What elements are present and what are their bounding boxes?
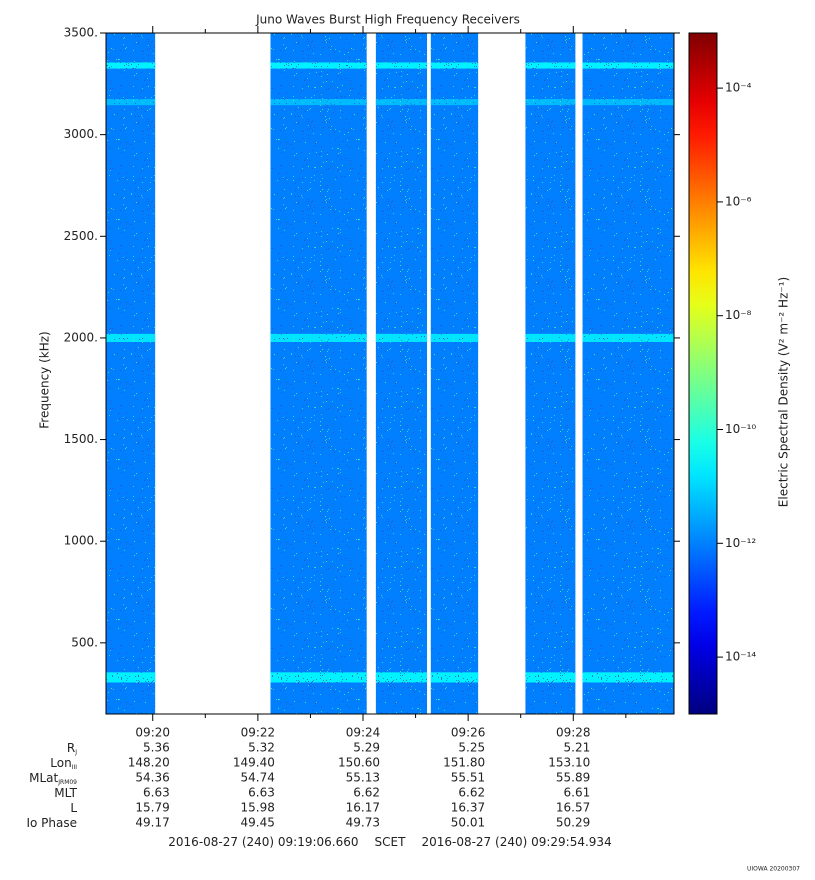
- ephemeris-label: LonIII: [50, 756, 77, 771]
- ephemeris-value: 49.45: [241, 816, 275, 830]
- ephemeris-label: MLT: [54, 786, 77, 800]
- ephemeris-label: L: [70, 801, 77, 815]
- y-tick-label: 3500.: [64, 26, 98, 40]
- x-tick-label: 09:28: [556, 726, 591, 740]
- colorbar: [689, 33, 717, 714]
- ephemeris-value: 50.01: [451, 816, 485, 830]
- ephemeris-value: 5.29: [353, 741, 380, 755]
- ephemeris-value: 5.32: [248, 741, 275, 755]
- y-tick-label: 500.: [71, 635, 98, 649]
- chart-title: Juno Waves Burst High Frequency Receiver…: [255, 13, 520, 27]
- speckle-overlay: [106, 33, 155, 714]
- y-tick-label: 3000.: [64, 127, 98, 141]
- ephemeris-value: 15.79: [135, 801, 169, 815]
- colorbar-tick-label: 10⁻¹⁴: [725, 650, 756, 664]
- colorbar-tick-label: 10⁻⁸: [725, 308, 752, 322]
- ephemeris-value: 54.36: [135, 771, 169, 785]
- ephemeris-label-sub: JRM09: [57, 779, 77, 786]
- ephemeris-value: 50.29: [556, 816, 590, 830]
- x-tick-label: 09:20: [135, 726, 170, 740]
- colorbar-tick-label: 10⁻¹²: [725, 536, 756, 550]
- start-time: 2016-08-27 (240) 09:19:06.660: [168, 835, 358, 849]
- speckle-overlay: [525, 33, 575, 714]
- ephemeris-value: 6.61: [564, 786, 591, 800]
- ephemeris-value: 5.21: [564, 741, 591, 755]
- ephemeris-value: 49.73: [346, 816, 380, 830]
- ephemeris-value: 6.63: [248, 786, 275, 800]
- ephemeris-value: 150.60: [338, 756, 380, 770]
- ephemeris-value: 55.13: [346, 771, 380, 785]
- x-tick-label: 09:24: [346, 726, 381, 740]
- ephemeris-label-main: MLT: [54, 786, 77, 800]
- y-tick-label: 1500.: [64, 432, 98, 446]
- colorbar-tick-label: 10⁻⁶: [725, 194, 752, 208]
- speckle-overlay: [376, 33, 427, 714]
- x-tick-label: 09:26: [451, 726, 486, 740]
- ephemeris-label: RJ: [67, 741, 77, 756]
- ephemeris-value: 55.51: [451, 771, 485, 785]
- credit: UIOWA 20200307: [747, 866, 800, 873]
- speckle-overlay: [583, 33, 674, 714]
- ephemeris-value: 6.62: [353, 786, 380, 800]
- y-tick-label: 1000.: [64, 534, 98, 548]
- ephemeris-value: 5.36: [143, 741, 170, 755]
- y-tick-label: 2500.: [64, 229, 98, 243]
- y-tick-label: 2000.: [64, 330, 98, 344]
- ephemeris-value: 5.25: [458, 741, 485, 755]
- ephemeris-value: 151.80: [443, 756, 485, 770]
- ephemeris-label-main: R: [67, 741, 75, 755]
- ephemeris-value: 16.57: [556, 801, 590, 815]
- colorbar-tick-label: 10⁻⁴: [725, 81, 752, 95]
- ephemeris-value: 55.89: [556, 771, 590, 785]
- ephemeris-value: 6.63: [143, 786, 170, 800]
- ephemeris-label-sub: J: [74, 749, 77, 756]
- speckle-overlay: [431, 33, 478, 714]
- ephemeris-label-sub: III: [72, 764, 78, 771]
- colorbar-tick-label: 10⁻¹⁰: [725, 422, 756, 436]
- ephemeris-label: MLatJRM09: [29, 771, 77, 786]
- ephemeris-value: 49.17: [135, 816, 169, 830]
- colorbar-label: Electric Spectral Density (V² m⁻² Hz⁻¹): [777, 277, 791, 507]
- ephemeris-label-main: Lon: [50, 756, 71, 770]
- ephemeris-label-main: Io Phase: [26, 816, 77, 830]
- ephemeris-label-main: MLat: [29, 771, 58, 785]
- ephemeris-value: 16.37: [451, 801, 485, 815]
- ephemeris-label: Io Phase: [26, 816, 77, 830]
- ephemeris-value: 148.20: [128, 756, 170, 770]
- ephemeris-value: 15.98: [241, 801, 275, 815]
- ephemeris-value: 149.40: [233, 756, 275, 770]
- x-tick-label: 09:22: [241, 726, 276, 740]
- time-system: SCET: [375, 835, 407, 849]
- ephemeris-value: 16.17: [346, 801, 380, 815]
- y-axis-label: Frequency (kHz): [38, 331, 52, 428]
- speckle-overlay: [270, 33, 366, 714]
- ephemeris-value: 54.74: [241, 771, 275, 785]
- ephemeris-value: 153.10: [548, 756, 590, 770]
- ephemeris-value: 6.62: [458, 786, 485, 800]
- end-time: 2016-08-27 (240) 09:29:54.934: [421, 835, 611, 849]
- ephemeris-label-main: L: [70, 801, 77, 815]
- time-range: 2016-08-27 (240) 09:19:06.660 SCET 2016-08…: [168, 835, 611, 849]
